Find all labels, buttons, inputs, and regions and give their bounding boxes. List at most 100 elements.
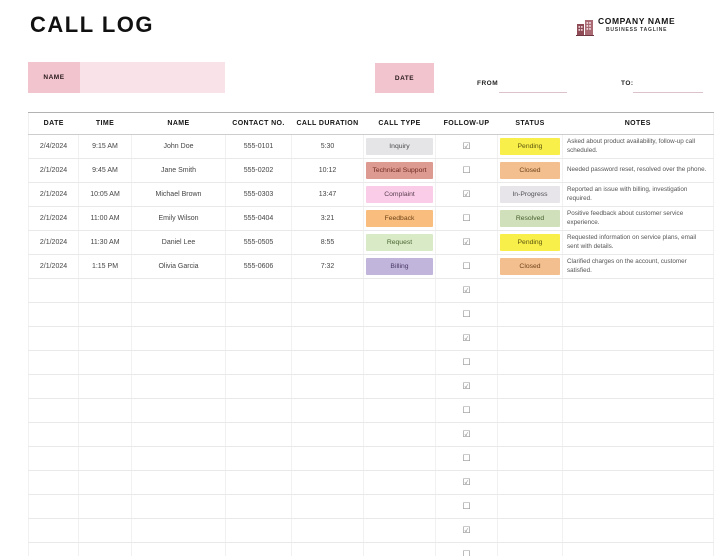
cell-call-duration[interactable]: 13:47 [291,182,364,207]
follow-up-checkbox[interactable]: ☐ [462,357,471,367]
cell-status[interactable] [497,518,563,543]
cell-notes[interactable] [562,518,714,543]
cell-contact-no[interactable]: 555-0505 [225,230,292,255]
cell-follow-up[interactable]: ☐ [435,254,498,279]
cell-status[interactable]: Resolved [497,206,563,231]
cell-call-type[interactable]: Inquiry [363,134,436,159]
cell-status[interactable]: Pending [497,134,563,159]
cell-call-duration[interactable] [291,470,364,495]
follow-up-checkbox[interactable]: ☑ [462,285,471,295]
cell-status[interactable] [497,326,563,351]
cell-contact-no[interactable] [225,326,292,351]
cell-call-type[interactable]: Request [363,230,436,255]
cell-notes[interactable] [562,422,714,447]
cell-name[interactable] [131,446,226,471]
cell-time[interactable] [78,278,132,303]
follow-up-checkbox[interactable]: ☐ [462,405,471,415]
follow-up-checkbox[interactable]: ☑ [462,429,471,439]
cell-contact-no[interactable]: 555-0202 [225,158,292,183]
cell-status[interactable] [497,398,563,423]
cell-status[interactable] [497,278,563,303]
cell-contact-no[interactable] [225,470,292,495]
cell-call-type[interactable] [363,350,436,375]
cell-date[interactable]: 2/1/2024 [28,254,79,279]
cell-call-type[interactable] [363,422,436,447]
follow-up-checkbox[interactable]: ☑ [462,525,471,535]
cell-call-type[interactable] [363,518,436,543]
cell-call-duration[interactable]: 7:32 [291,254,364,279]
cell-name[interactable]: Olivia Garcia [131,254,226,279]
follow-up-checkbox[interactable]: ☑ [462,333,471,343]
cell-follow-up[interactable]: ☑ [435,518,498,543]
cell-call-type[interactable] [363,398,436,423]
cell-call-duration[interactable] [291,398,364,423]
cell-call-type[interactable]: Feedback [363,206,436,231]
cell-call-duration[interactable] [291,446,364,471]
cell-follow-up[interactable]: ☑ [435,470,498,495]
cell-call-duration[interactable] [291,542,364,556]
cell-notes[interactable] [562,398,714,423]
cell-name[interactable]: John Doe [131,134,226,159]
cell-name[interactable]: Jane Smith [131,158,226,183]
cell-contact-no[interactable] [225,422,292,447]
cell-time[interactable] [78,518,132,543]
cell-time[interactable] [78,302,132,327]
cell-time[interactable]: 11:30 AM [78,230,132,255]
cell-follow-up[interactable]: ☑ [435,182,498,207]
cell-name[interactable] [131,278,226,303]
cell-date[interactable]: 2/1/2024 [28,158,79,183]
cell-notes[interactable] [562,302,714,327]
cell-date[interactable] [28,518,79,543]
cell-date[interactable]: 2/1/2024 [28,206,79,231]
cell-notes[interactable]: Needed password reset, resolved over the… [562,158,714,183]
cell-name[interactable] [131,494,226,519]
cell-date[interactable]: 2/1/2024 [28,182,79,207]
cell-call-type[interactable] [363,326,436,351]
name-filter-input[interactable] [80,62,225,93]
cell-date[interactable] [28,542,79,556]
to-date-input[interactable] [633,76,703,93]
cell-notes[interactable] [562,326,714,351]
cell-time[interactable]: 9:45 AM [78,158,132,183]
cell-call-duration[interactable] [291,422,364,447]
cell-call-duration[interactable]: 3:21 [291,206,364,231]
cell-name[interactable] [131,326,226,351]
cell-contact-no[interactable]: 555-0404 [225,206,292,231]
cell-time[interactable] [78,494,132,519]
cell-follow-up[interactable]: ☐ [435,302,498,327]
cell-call-duration[interactable]: 10:12 [291,158,364,183]
cell-status[interactable] [497,374,563,399]
cell-name[interactable] [131,302,226,327]
cell-status[interactable] [497,542,563,556]
cell-time[interactable] [78,446,132,471]
cell-contact-no[interactable] [225,278,292,303]
follow-up-checkbox[interactable]: ☐ [462,309,471,319]
follow-up-checkbox[interactable]: ☑ [462,477,471,487]
cell-name[interactable] [131,470,226,495]
cell-contact-no[interactable] [225,446,292,471]
cell-follow-up[interactable]: ☐ [435,446,498,471]
cell-time[interactable]: 10:05 AM [78,182,132,207]
follow-up-checkbox[interactable]: ☑ [462,141,471,151]
cell-call-type[interactable] [363,374,436,399]
cell-contact-no[interactable] [225,494,292,519]
cell-date[interactable]: 2/4/2024 [28,134,79,159]
follow-up-checkbox[interactable]: ☐ [462,501,471,511]
cell-contact-no[interactable] [225,350,292,375]
cell-contact-no[interactable]: 555-0101 [225,134,292,159]
cell-call-duration[interactable]: 5:30 [291,134,364,159]
cell-status[interactable] [497,302,563,327]
cell-follow-up[interactable]: ☐ [435,350,498,375]
cell-status[interactable] [497,350,563,375]
cell-follow-up[interactable]: ☑ [435,278,498,303]
cell-status[interactable]: In-Progress [497,182,563,207]
cell-call-type[interactable]: Billing [363,254,436,279]
cell-notes[interactable] [562,542,714,556]
follow-up-checkbox[interactable]: ☐ [462,549,471,556]
follow-up-checkbox[interactable]: ☐ [462,213,471,223]
cell-notes[interactable]: Reported an issue with billing, investig… [562,182,714,207]
from-date-input[interactable] [499,76,567,93]
cell-follow-up[interactable]: ☑ [435,422,498,447]
cell-name[interactable] [131,518,226,543]
cell-follow-up[interactable]: ☑ [435,134,498,159]
